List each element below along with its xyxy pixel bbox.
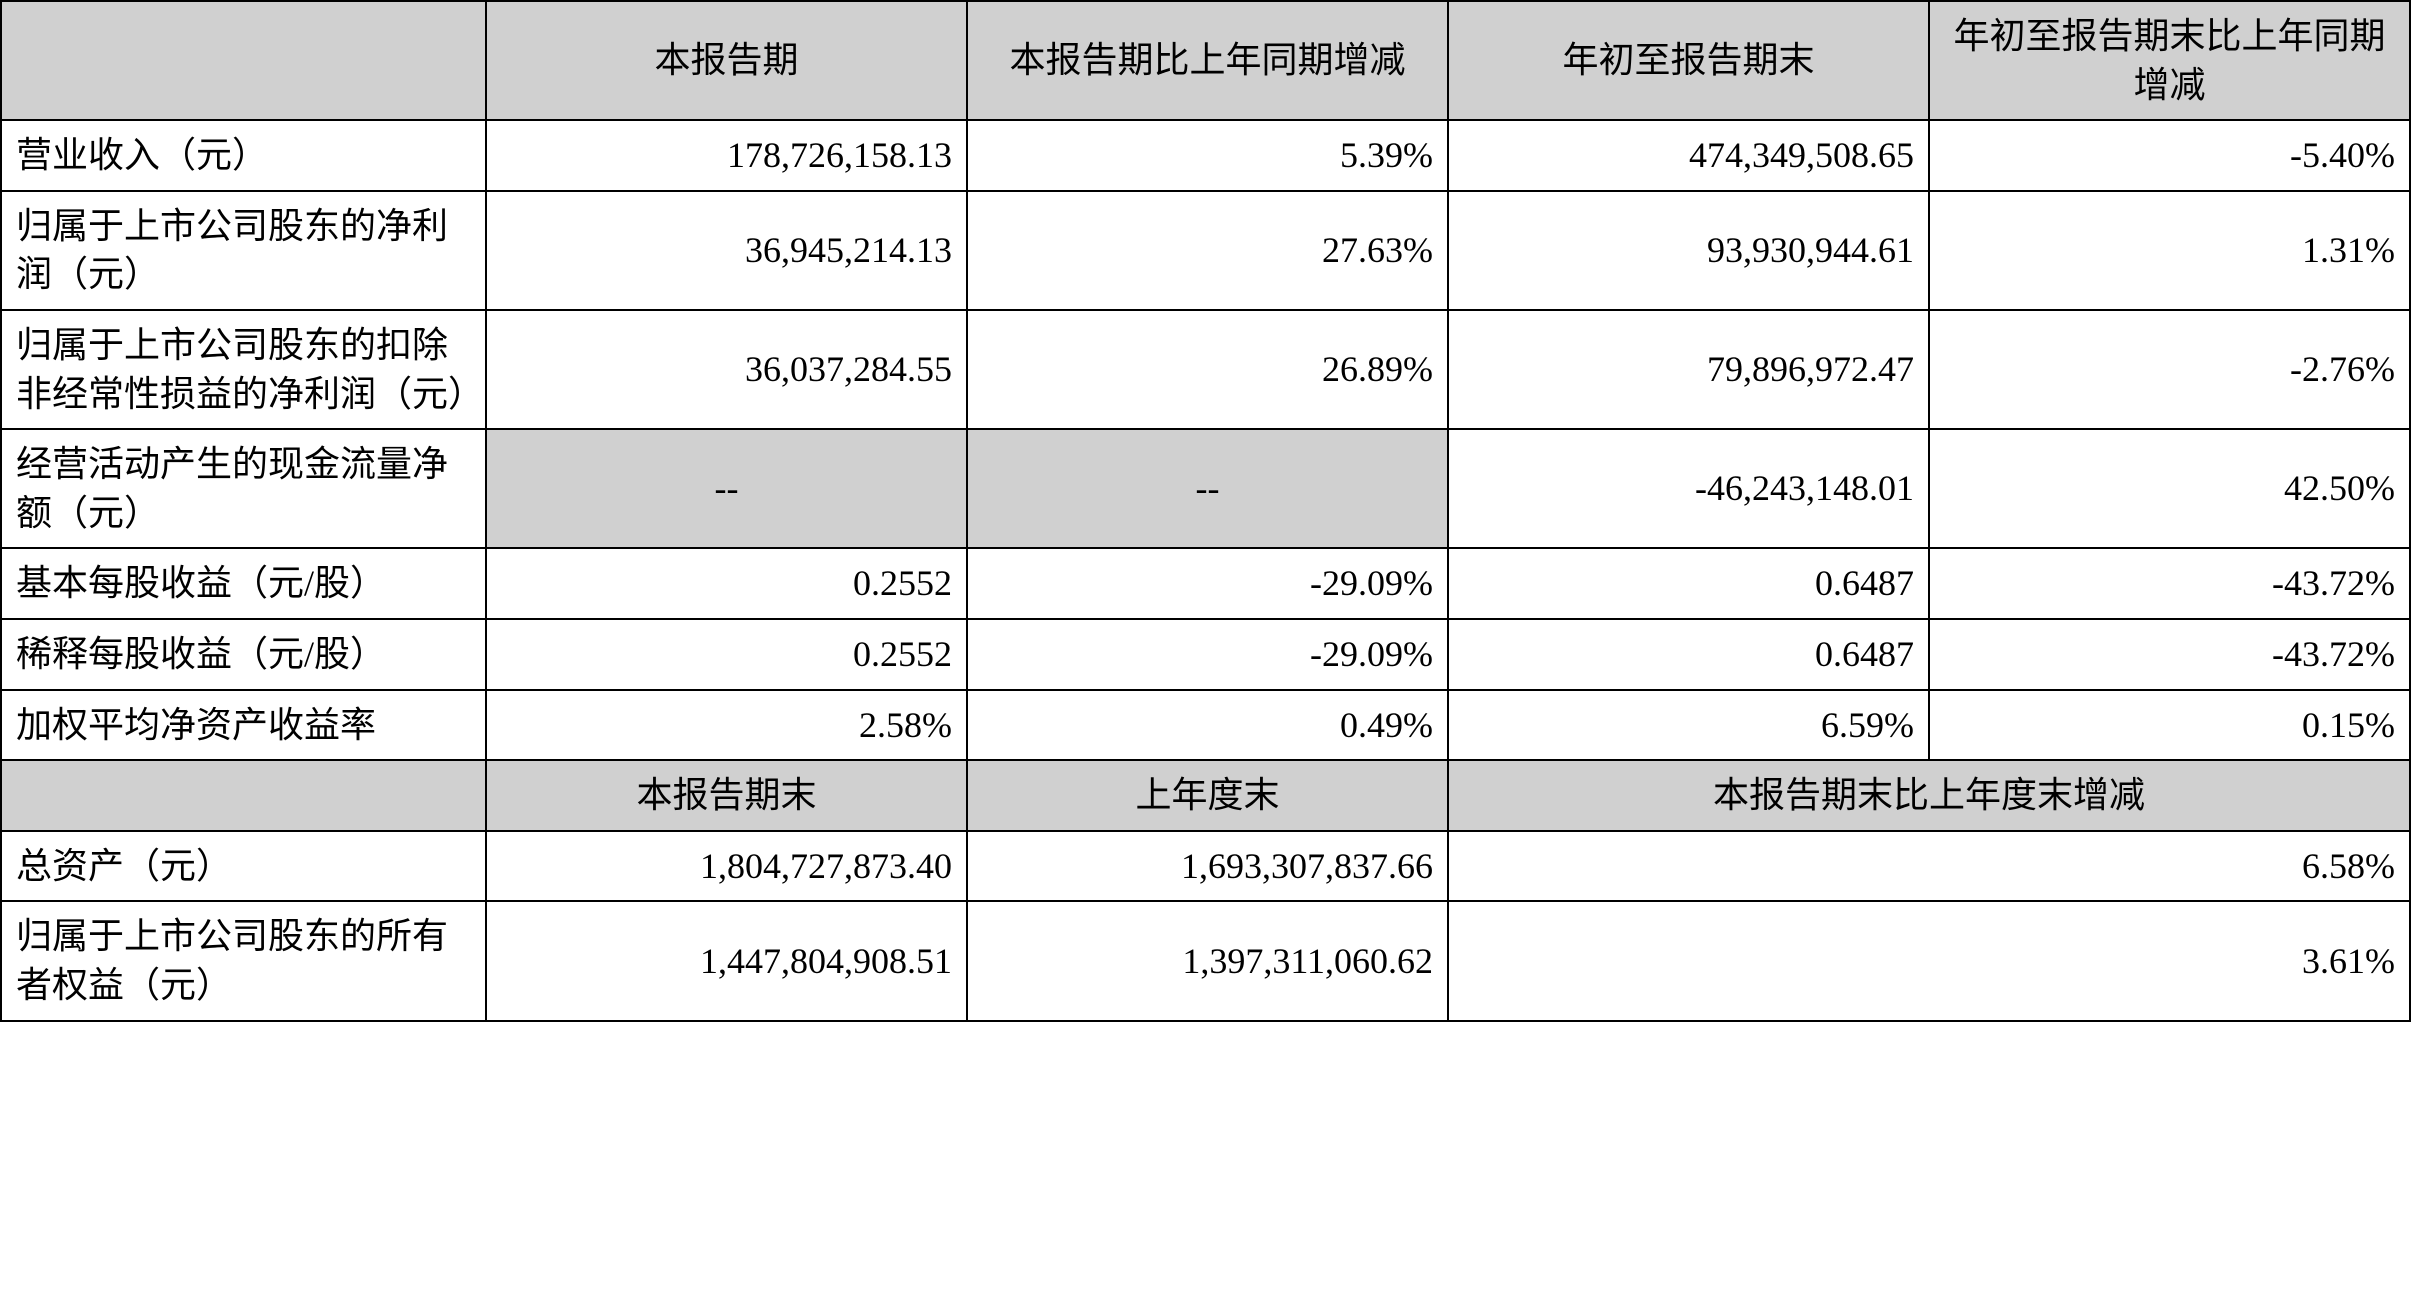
table-header-row-1: 本报告期 本报告期比上年同期增减 年初至报告期末 年初至报告期末比上年同期增减	[1, 1, 2410, 120]
cell-value: -43.72%	[1929, 619, 2410, 690]
cell-value: 1,804,727,873.40	[486, 831, 967, 902]
row-label: 归属于上市公司股东的所有者权益（元）	[1, 901, 486, 1020]
row-label: 基本每股收益（元/股）	[1, 548, 486, 619]
cell-value: 3.61%	[1448, 901, 2410, 1020]
cell-value: 0.2552	[486, 619, 967, 690]
table-row: 归属于上市公司股东的所有者权益（元） 1,447,804,908.51 1,39…	[1, 901, 2410, 1020]
cell-value-empty: --	[967, 429, 1448, 548]
cell-value: 0.2552	[486, 548, 967, 619]
cell-value: 2.58%	[486, 690, 967, 761]
cell-value: 474,349,508.65	[1448, 120, 1929, 191]
header-ytd-change: 年初至报告期末比上年同期增减	[1929, 1, 2410, 120]
row-label: 经营活动产生的现金流量净额（元）	[1, 429, 486, 548]
header-blank	[1, 1, 486, 120]
table-row: 基本每股收益（元/股） 0.2552 -29.09% 0.6487 -43.72…	[1, 548, 2410, 619]
cell-value: 0.6487	[1448, 548, 1929, 619]
cell-value: -29.09%	[967, 548, 1448, 619]
cell-value: 1,447,804,908.51	[486, 901, 967, 1020]
cell-value: -46,243,148.01	[1448, 429, 1929, 548]
cell-value: 178,726,158.13	[486, 120, 967, 191]
row-label: 归属于上市公司股东的净利润（元）	[1, 191, 486, 310]
table-row: 经营活动产生的现金流量净额（元） -- -- -46,243,148.01 42…	[1, 429, 2410, 548]
table-header-row-2: 本报告期末 上年度末 本报告期末比上年度末增减	[1, 760, 2410, 831]
cell-value: -43.72%	[1929, 548, 2410, 619]
financial-table: 本报告期 本报告期比上年同期增减 年初至报告期末 年初至报告期末比上年同期增减 …	[0, 0, 2411, 1022]
table-row: 稀释每股收益（元/股） 0.2552 -29.09% 0.6487 -43.72…	[1, 619, 2410, 690]
header-period-end: 本报告期末	[486, 760, 967, 831]
cell-value: 5.39%	[967, 120, 1448, 191]
cell-value: 93,930,944.61	[1448, 191, 1929, 310]
row-label: 加权平均净资产收益率	[1, 690, 486, 761]
cell-value: -5.40%	[1929, 120, 2410, 191]
row-label: 营业收入（元）	[1, 120, 486, 191]
cell-value-empty: --	[486, 429, 967, 548]
cell-value: 0.6487	[1448, 619, 1929, 690]
cell-value: 27.63%	[967, 191, 1448, 310]
cell-value: 79,896,972.47	[1448, 310, 1929, 429]
header-current-period: 本报告期	[486, 1, 967, 120]
row-label: 总资产（元）	[1, 831, 486, 902]
cell-value: 26.89%	[967, 310, 1448, 429]
table-row: 总资产（元） 1,804,727,873.40 1,693,307,837.66…	[1, 831, 2410, 902]
header-blank	[1, 760, 486, 831]
cell-value: 0.49%	[967, 690, 1448, 761]
cell-value: 0.15%	[1929, 690, 2410, 761]
cell-value: 1,693,307,837.66	[967, 831, 1448, 902]
header-end-change: 本报告期末比上年度末增减	[1448, 760, 2410, 831]
table-row: 加权平均净资产收益率 2.58% 0.49% 6.59% 0.15%	[1, 690, 2410, 761]
cell-value: 42.50%	[1929, 429, 2410, 548]
row-label: 稀释每股收益（元/股）	[1, 619, 486, 690]
cell-value: 36,037,284.55	[486, 310, 967, 429]
table-row: 归属于上市公司股东的扣除非经常性损益的净利润（元） 36,037,284.55 …	[1, 310, 2410, 429]
cell-value: 36,945,214.13	[486, 191, 967, 310]
cell-value: -2.76%	[1929, 310, 2410, 429]
table-row: 归属于上市公司股东的净利润（元） 36,945,214.13 27.63% 93…	[1, 191, 2410, 310]
cell-value: 6.59%	[1448, 690, 1929, 761]
header-ytd: 年初至报告期末	[1448, 1, 1929, 120]
header-period-change: 本报告期比上年同期增减	[967, 1, 1448, 120]
table-row: 营业收入（元） 178,726,158.13 5.39% 474,349,508…	[1, 120, 2410, 191]
cell-value: 6.58%	[1448, 831, 2410, 902]
header-prev-year-end: 上年度末	[967, 760, 1448, 831]
row-label: 归属于上市公司股东的扣除非经常性损益的净利润（元）	[1, 310, 486, 429]
cell-value: 1.31%	[1929, 191, 2410, 310]
cell-value: -29.09%	[967, 619, 1448, 690]
cell-value: 1,397,311,060.62	[967, 901, 1448, 1020]
